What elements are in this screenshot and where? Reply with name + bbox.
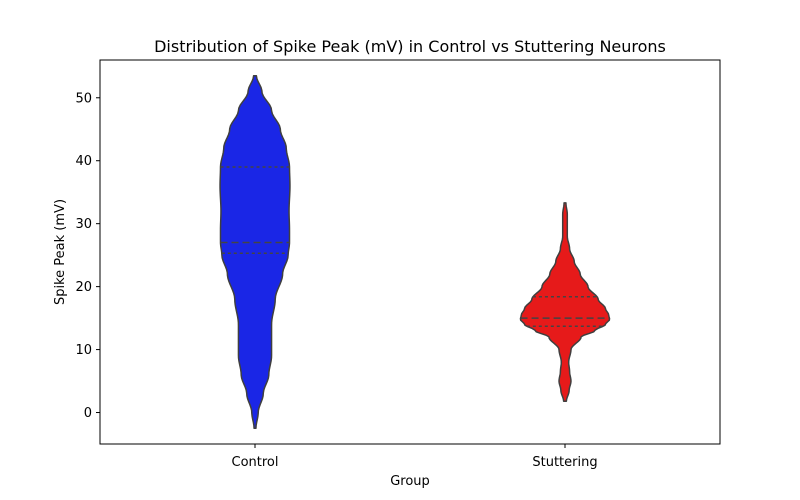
- y-tick-label: 10: [75, 343, 92, 358]
- y-tick-label: 0: [84, 406, 92, 421]
- y-tick-label: 30: [75, 217, 92, 232]
- y-tick-label: 40: [75, 154, 92, 169]
- y-axis-label: Spike Peak (mV): [53, 199, 68, 305]
- violin-body-stuttering: [519, 202, 611, 402]
- chart-title: Distribution of Spike Peak (mV) in Contr…: [154, 37, 666, 56]
- y-tick-label: 50: [75, 91, 92, 106]
- y-axis: 0 10 20 30 40 50: [75, 91, 100, 421]
- y-tick-label: 20: [75, 280, 92, 295]
- x-axis: Control Stuttering: [232, 444, 598, 470]
- x-axis-label: Group: [390, 474, 430, 489]
- violins-layer: [219, 74, 611, 430]
- x-tick-label-control: Control: [232, 455, 279, 470]
- violin-body-control: [219, 74, 291, 430]
- x-tick-label-stuttering: Stuttering: [532, 455, 597, 470]
- plot-area-frame: [99, 59, 721, 445]
